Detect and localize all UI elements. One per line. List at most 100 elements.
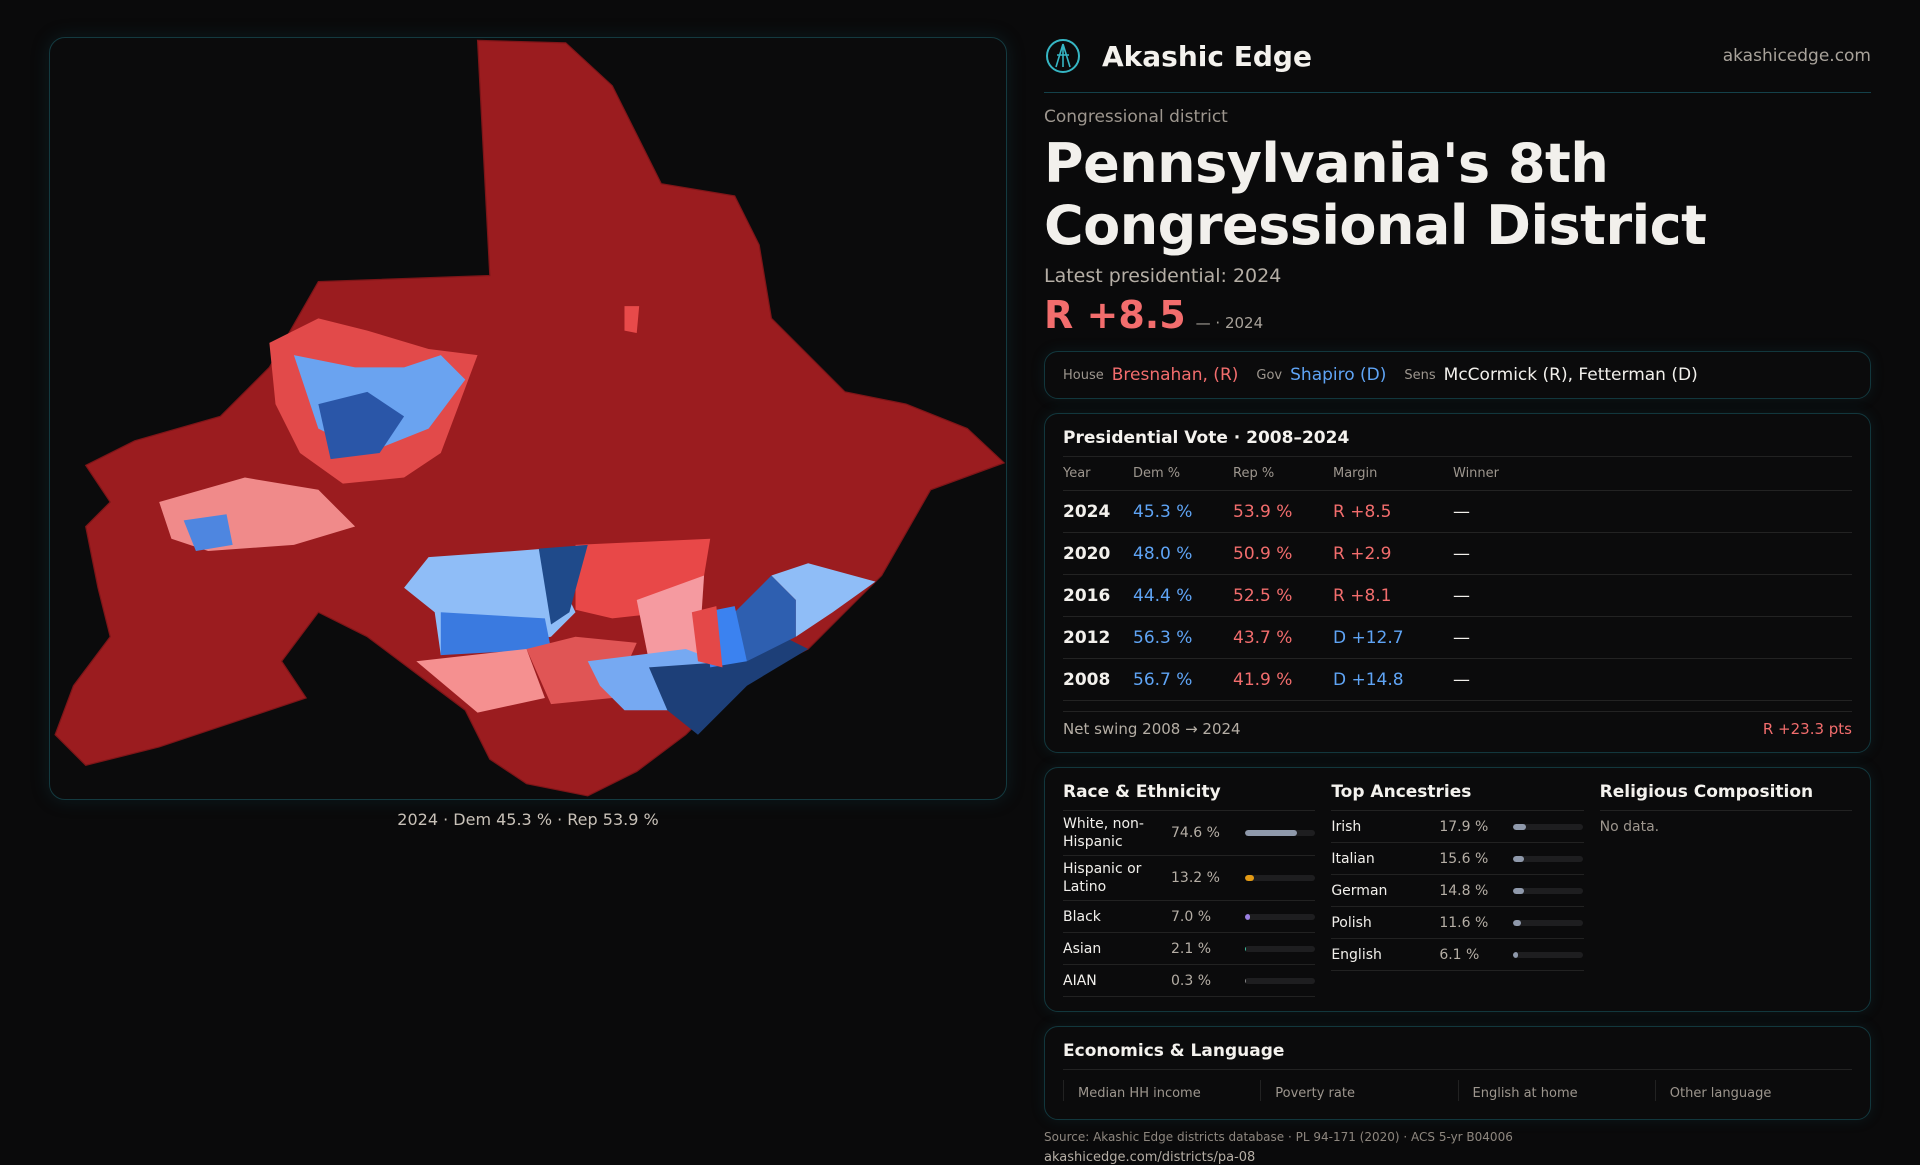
- race-value: 13.2 %: [1171, 870, 1220, 887]
- rep-pct: 41.9 %: [1233, 669, 1293, 690]
- margin: D +12.7: [1333, 627, 1404, 648]
- stat-english-home: English at home: [1457, 1080, 1655, 1102]
- table-row: 2012 56.3 % 43.7 % D +12.7 —: [1063, 617, 1852, 660]
- no-data: No data.: [1599, 819, 1660, 836]
- table-row: 2024 45.3 % 53.9 % R +8.5 —: [1063, 491, 1852, 534]
- ancestry-label: German: [1331, 882, 1388, 899]
- senators[interactable]: McCormick (R), Fetterman (D): [1443, 365, 1698, 386]
- ancestry-label: Italian: [1331, 850, 1375, 867]
- race-bar: [1245, 945, 1315, 952]
- ancestry-value: 6.1 %: [1439, 946, 1480, 963]
- presidential-vote-card: Presidential Vote · 2008–2024 Year Dem %…: [1044, 413, 1871, 754]
- gov-label: Gov: [1256, 367, 1283, 383]
- race-value: 7.0 %: [1171, 908, 1212, 925]
- race-row: White, non-Hispanic 74.6 %: [1063, 811, 1316, 857]
- ancestry-bar: [1513, 855, 1584, 862]
- site-link[interactable]: akashicedge.com: [1722, 46, 1871, 66]
- page-title: Pennsylvania's 8th Congressional Distric…: [1044, 132, 1707, 258]
- ancestry-value: 11.6 %: [1439, 914, 1489, 931]
- district-type: Congressional district: [1044, 107, 1228, 127]
- table-row: 2020 48.0 % 50.9 % R +2.9 —: [1063, 533, 1852, 576]
- net-swing-value: R +23.3 pts: [1762, 720, 1852, 739]
- dem-pct: 45.3 %: [1133, 501, 1193, 522]
- col-rep: Rep %: [1233, 466, 1275, 482]
- winner: —: [1453, 585, 1470, 606]
- rep-pct: 52.5 %: [1233, 585, 1293, 606]
- race-label: Asian: [1063, 940, 1102, 957]
- header: Akashic Edge akashicedge.com: [1044, 36, 1871, 76]
- net-swing: Net swing 2008 → 2024 R +23.3 pts: [1063, 711, 1852, 738]
- ancestry-row: Italian 15.6 %: [1331, 843, 1584, 876]
- stat-other-language: Other language: [1654, 1080, 1852, 1102]
- demographics-card: Race & Ethnicity White, non-Hispanic 74.…: [1044, 767, 1871, 1013]
- race-row: Hispanic or Latino 13.2 %: [1063, 856, 1316, 902]
- economics-card: Economics & Language Median HH income Po…: [1044, 1026, 1871, 1121]
- ancestry-label: Irish: [1331, 818, 1362, 835]
- race-label: AIAN: [1063, 972, 1097, 989]
- winner: —: [1453, 669, 1470, 690]
- stat-median-income: Median HH income: [1063, 1080, 1260, 1102]
- dem-pct: 44.4 %: [1133, 585, 1193, 606]
- house-label: House: [1063, 367, 1104, 383]
- race-title: Race & Ethnicity: [1063, 782, 1316, 812]
- race-value: 2.1 %: [1171, 940, 1212, 957]
- year: 2020: [1063, 543, 1111, 564]
- governor[interactable]: Shapiro (D): [1290, 365, 1387, 386]
- race-row: AIAN 0.3 %: [1063, 965, 1316, 998]
- ancestry-label: English: [1331, 946, 1382, 963]
- stat-poverty-rate: Poverty rate: [1260, 1080, 1457, 1102]
- latest-margin: R +8.5 — · 2024: [1044, 293, 1871, 337]
- header-divider: [1044, 92, 1871, 93]
- race-label: White, non-Hispanic: [1063, 816, 1144, 851]
- ancestry-value: 15.6 %: [1439, 850, 1489, 867]
- ancestry-bar: [1513, 951, 1584, 958]
- page-url[interactable]: akashicedge.com/districts/pa-08: [1044, 1150, 1256, 1165]
- dem-pct: 48.0 %: [1133, 543, 1193, 564]
- religion-section: Religious Composition No data.: [1599, 782, 1852, 997]
- race-label: Hispanic or Latino: [1063, 861, 1142, 896]
- ancestry-title: Top Ancestries: [1331, 782, 1584, 812]
- ancestry-bar: [1513, 919, 1584, 926]
- district-info-panel: Akashic Edge akashicedge.com Congression…: [1044, 36, 1871, 1165]
- winner: —: [1453, 501, 1470, 522]
- year: 2016: [1063, 585, 1111, 606]
- ancestry-bar: [1513, 887, 1584, 894]
- house-rep[interactable]: Bresnahan, (R): [1111, 365, 1239, 386]
- table-header: Year Dem % Rep % Margin Winner: [1063, 457, 1852, 492]
- rep-pct: 43.7 %: [1233, 627, 1293, 648]
- card-title: Presidential Vote · 2008–2024: [1063, 428, 1852, 458]
- race-bar: [1245, 977, 1315, 984]
- table-row: 2008 56.7 % 41.9 % D +14.8 —: [1063, 659, 1852, 702]
- race-bar: [1245, 830, 1315, 837]
- race-bar: [1245, 913, 1315, 920]
- economics-title: Economics & Language: [1063, 1041, 1852, 1071]
- margin: R +8.5: [1333, 501, 1392, 522]
- officials-bar: House Bresnahan, (R) Gov Shapiro (D) Sen…: [1044, 351, 1871, 400]
- ancestry-value: 17.9 %: [1439, 818, 1489, 835]
- race-label: Black: [1063, 908, 1101, 925]
- district-map-panel[interactable]: [49, 37, 1007, 800]
- ancestry-row: German 14.8 %: [1331, 875, 1584, 908]
- race-row: Asian 2.1 %: [1063, 933, 1316, 966]
- race-value: 74.6 %: [1171, 825, 1220, 842]
- akashic-logo-icon: [1046, 39, 1080, 73]
- race-section: Race & Ethnicity White, non-Hispanic 74.…: [1063, 782, 1316, 998]
- ancestry-row: Irish 17.9 %: [1331, 811, 1584, 844]
- latest-presidential: Latest presidential: 2024: [1044, 265, 1282, 288]
- rep-pct: 50.9 %: [1233, 543, 1293, 564]
- year: 2012: [1063, 627, 1111, 648]
- ancestry-row: Polish 11.6 %: [1331, 907, 1584, 940]
- brand-name: Akashic Edge: [1102, 39, 1312, 73]
- col-winner: Winner: [1453, 466, 1500, 482]
- col-dem: Dem %: [1133, 466, 1181, 482]
- sens-label: Sens: [1404, 367, 1436, 383]
- race-row: Black 7.0 %: [1063, 901, 1316, 934]
- margin: D +14.8: [1333, 669, 1404, 690]
- brand[interactable]: Akashic Edge: [1044, 37, 1312, 75]
- year: 2008: [1063, 669, 1111, 690]
- source-note: Source: Akashic Edge districts database …: [1044, 1130, 1513, 1145]
- race-bar: [1245, 875, 1315, 882]
- ancestry-bar: [1513, 823, 1584, 830]
- map-caption: 2024 · Dem 45.3 % · Rep 53.9 %: [397, 810, 659, 829]
- ancestry-value: 14.8 %: [1439, 882, 1489, 899]
